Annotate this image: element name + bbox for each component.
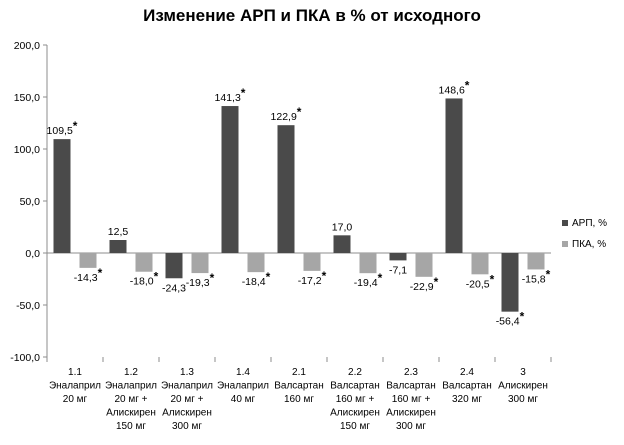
x-category-label: 20 мг + — [170, 394, 203, 405]
x-category-label: Алискирен — [330, 408, 380, 419]
pka-bar — [303, 253, 321, 271]
x-category-label: Эналаприл — [217, 381, 269, 392]
arp-bar — [277, 125, 295, 253]
x-category-label: 160 мг + — [392, 394, 431, 405]
y-tick-label: 50,0 — [20, 196, 41, 208]
arp-data-label: 109,5* — [47, 119, 78, 137]
x-category-label: 150 мг — [116, 421, 146, 432]
y-tick-label: -100,0 — [10, 352, 40, 364]
arp-data-label: -24,3 — [162, 282, 186, 294]
x-category-label: Эналаприл — [49, 381, 101, 392]
x-category-label: 1.4 — [236, 367, 250, 378]
arp-bar — [165, 253, 183, 279]
arp-bar — [445, 98, 463, 254]
x-category-label: Алискирен — [162, 408, 212, 419]
x-category-label: 300 мг — [508, 394, 538, 405]
pka-bar — [359, 253, 377, 274]
pka-bar — [191, 253, 209, 274]
legend-swatch-arp — [562, 220, 568, 226]
arp-data-label: 148,6* — [439, 78, 470, 96]
arp-data-label: 141,3* — [215, 86, 246, 104]
pka-bar — [247, 253, 265, 273]
pka-data-label: -17,2* — [298, 269, 327, 287]
x-category-label: 2.2 — [348, 367, 362, 378]
x-category-label: Валсартан — [442, 381, 492, 392]
x-category-label: Алискирен — [386, 408, 436, 419]
legend-label-pka: ПКА, % — [572, 239, 606, 250]
x-category-label: Валсартан — [274, 381, 324, 392]
pka-bar — [79, 253, 97, 268]
pka-data-label: -20,5* — [466, 272, 495, 290]
pka-bar — [415, 253, 433, 277]
x-category-label: 1.1 — [68, 367, 82, 378]
pka-data-label: -14,3* — [74, 266, 103, 284]
x-category-label: Алискирен — [498, 381, 548, 392]
pka-data-label: -19,3* — [186, 271, 215, 289]
x-category-label: 300 мг — [396, 421, 426, 432]
arp-data-label: -7,1 — [389, 264, 407, 276]
y-tick-label: 150,0 — [14, 92, 40, 104]
pka-data-label: -18,0* — [130, 270, 159, 288]
arp-data-label: 122,9* — [271, 105, 302, 123]
legend-swatch-pka — [562, 241, 568, 247]
x-category-label: 320 мг — [452, 394, 482, 405]
x-category-label: Алискирен — [106, 408, 156, 419]
x-category-label: 160 мг — [284, 394, 314, 405]
pka-bar — [471, 253, 489, 275]
pka-bar — [527, 253, 545, 270]
x-category-label: 2.3 — [404, 367, 418, 378]
arp-bar — [333, 235, 351, 253]
pka-data-label: -15,8* — [522, 267, 551, 285]
arp-bar — [53, 139, 71, 253]
y-tick-label: -50,0 — [16, 300, 40, 312]
arp-bar — [501, 253, 519, 312]
x-category-label: 40 мг — [231, 394, 256, 405]
x-category-label: Эналаприл — [161, 381, 213, 392]
arp-bar — [221, 106, 239, 253]
pka-data-label: -19,4* — [354, 271, 383, 289]
x-category-label: 3 — [520, 367, 526, 378]
arp-bar — [109, 240, 127, 253]
y-tick-label: 0,0 — [25, 248, 40, 260]
x-category-label: 150 мг — [340, 421, 370, 432]
y-tick-label: 100,0 — [14, 144, 40, 156]
arp-bar — [389, 253, 407, 261]
legend-label-arp: АРП, % — [572, 218, 607, 229]
x-category-label: 2.4 — [460, 367, 474, 378]
x-category-label: 300 мг — [172, 421, 202, 432]
x-category-label: 160 мг + — [336, 394, 375, 405]
arp-data-label: 17,0 — [332, 221, 353, 233]
arp-data-label: 12,5 — [108, 226, 129, 238]
x-category-label: Валсартан — [386, 381, 436, 392]
pka-data-label: -22,9* — [410, 275, 439, 293]
arp-data-label: -56,4* — [496, 310, 525, 328]
x-category-label: 20 мг + — [114, 394, 147, 405]
pka-data-label: -18,4* — [242, 270, 271, 288]
x-category-label: 2.1 — [292, 367, 306, 378]
x-category-label: Валсартан — [330, 381, 380, 392]
chart-title: Изменение АРП и ПКА в % от исходного — [143, 6, 481, 25]
y-tick-label: 200,0 — [14, 40, 40, 52]
pka-bar — [135, 253, 153, 272]
x-category-label: Эналаприл — [105, 381, 157, 392]
x-category-label: 1.2 — [124, 367, 138, 378]
x-category-label: 20 мг — [63, 394, 88, 405]
x-category-label: 1.3 — [180, 367, 194, 378]
